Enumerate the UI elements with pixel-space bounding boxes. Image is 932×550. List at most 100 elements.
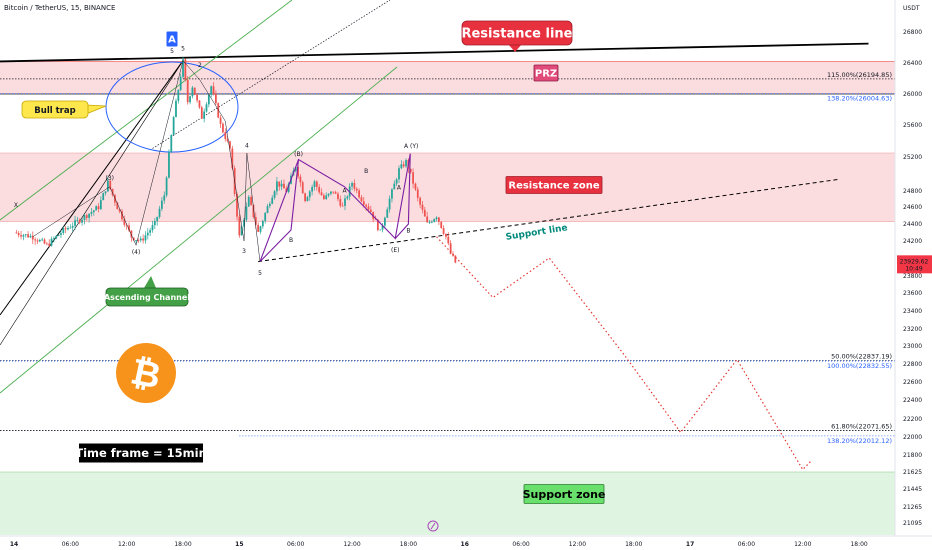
wave-labels-layer: 5 2 (3) (4) 4 3 5 X (B) B A B A (E) B A (Y) [14, 46, 419, 278]
bull-trap-box [21, 100, 89, 119]
candle-body [374, 218, 377, 220]
wave-a-badge-text: A [168, 35, 176, 46]
candle [353, 179, 356, 192]
time-axis-panel [0, 536, 932, 550]
candle-body [334, 192, 337, 194]
candle-body [226, 138, 229, 142]
time-tick-label: 14 [10, 541, 18, 548]
candle [360, 195, 363, 203]
candle [118, 208, 121, 214]
candle [193, 87, 196, 96]
candle [264, 211, 267, 224]
candle [151, 220, 154, 233]
prz-label: PRZ [533, 64, 559, 82]
candle [24, 233, 27, 238]
candle-body [107, 180, 109, 192]
candle [330, 191, 332, 196]
candle-body [426, 216, 429, 223]
candle [402, 161, 405, 168]
candle [280, 179, 283, 191]
candle-body [440, 221, 443, 229]
candle [388, 195, 391, 213]
candle-body [447, 236, 450, 244]
candle-body [283, 183, 285, 189]
candle [81, 218, 83, 226]
candle [55, 235, 58, 240]
fib-level-label: 138.20%(26004.63) [827, 95, 892, 103]
candle [149, 227, 152, 237]
candle [365, 203, 368, 211]
candle-body [437, 217, 440, 222]
candle-body [358, 190, 360, 198]
candle [17, 231, 20, 238]
candle [421, 200, 424, 214]
candle-body [172, 117, 175, 136]
candle [428, 219, 431, 225]
candle-body [217, 103, 220, 118]
candle-body [92, 210, 95, 213]
candle [423, 206, 426, 217]
price-tick-label: 25600 [903, 122, 922, 129]
candle-body [212, 86, 215, 94]
candle-body [189, 96, 191, 103]
candle [219, 115, 222, 128]
price-axis-panel [895, 0, 932, 550]
candle [222, 122, 224, 134]
price-tick-label: 21445 [903, 486, 922, 493]
candle-body [301, 182, 304, 194]
candle [308, 190, 311, 201]
candle-body [83, 215, 86, 220]
candle-body [71, 225, 74, 228]
price-tick-label: 26000 [903, 91, 922, 98]
candle [306, 195, 309, 202]
ascending-channel-callout: Ascending Channel [104, 276, 190, 307]
candle-body [339, 199, 342, 206]
candle-body [327, 193, 330, 196]
channel-lower-line [0, 66, 398, 394]
candle [395, 177, 398, 186]
price-tick-label: 24400 [903, 221, 922, 228]
price-tick-label: 22800 [903, 361, 922, 368]
candle-body [118, 209, 121, 212]
fib-level-label: 61.80%(22071.65) [831, 423, 892, 431]
last-price-box [897, 255, 932, 274]
time-frame-label-box [79, 443, 203, 463]
price-tick-label: 22600 [903, 379, 922, 386]
candle [22, 233, 25, 241]
candle [189, 95, 191, 105]
candle-body [280, 183, 283, 187]
candle-body [325, 195, 328, 200]
candle-body [177, 89, 180, 101]
candle-body [318, 186, 321, 193]
candle-body [346, 196, 349, 199]
candle [85, 213, 88, 221]
support-zone [0, 472, 895, 535]
candle-body [67, 228, 69, 230]
candle-body [254, 217, 257, 225]
candle [224, 128, 227, 142]
candle [38, 238, 41, 243]
candle-body [330, 191, 332, 194]
time-tick-label: 06:00 [512, 541, 529, 548]
candle [212, 82, 215, 96]
candle [146, 228, 149, 240]
candles-layer [15, 56, 457, 264]
candle-body [337, 193, 339, 200]
candle-body [435, 217, 438, 220]
candle [196, 92, 199, 103]
candle [92, 209, 95, 216]
candle-body [402, 164, 405, 167]
candle-body [196, 94, 199, 101]
candle-body [97, 206, 100, 210]
candle-body [130, 230, 133, 238]
candle [78, 218, 81, 225]
candle [184, 58, 187, 82]
candle-body [245, 206, 248, 220]
pattern-layer [32, 60, 813, 471]
candle [409, 168, 412, 174]
ascending-channel-text: Ascending Channel [104, 293, 190, 302]
candle [437, 216, 440, 225]
candle-body [165, 177, 168, 196]
